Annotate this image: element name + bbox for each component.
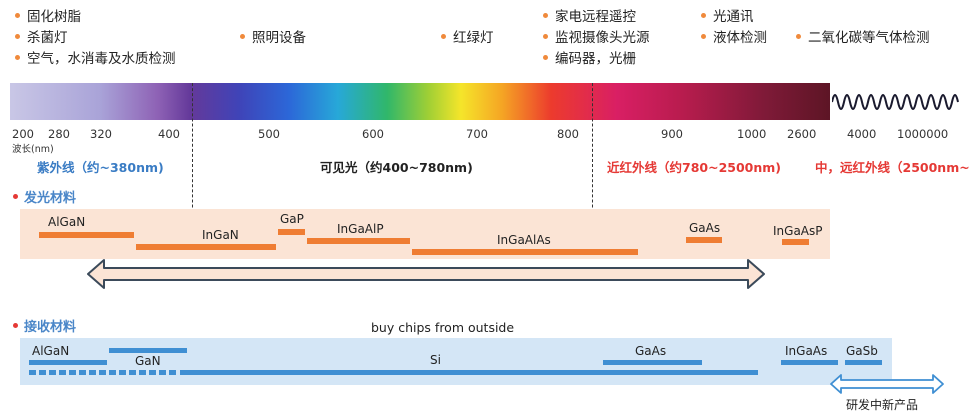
bullet-icon (796, 33, 801, 39)
material-bar-dashed (29, 370, 179, 375)
material-bar (307, 238, 410, 244)
bullet-icon (441, 33, 446, 39)
range-arrow-icon (87, 259, 765, 289)
visible-region-label: 可见光（约400~780nm) (320, 160, 473, 175)
material-bar (686, 237, 722, 243)
material-label: InGaAs (785, 344, 828, 358)
application-item: 液体检测 (701, 30, 767, 46)
spectrum-bar (10, 83, 830, 120)
material-bar (39, 232, 134, 238)
tick-label: 200 (12, 127, 34, 141)
application-item: 空气，水消毒及水质检测 (15, 51, 176, 67)
uv-visible-divider (192, 83, 193, 248)
new-product-arrow-icon (830, 374, 944, 394)
bullet-icon (13, 323, 18, 328)
material-bar (29, 360, 107, 365)
material-label: GaSb (846, 344, 878, 358)
material-label: InGaN (202, 228, 239, 242)
material-bar (412, 249, 638, 255)
material-bar (136, 244, 276, 250)
tick-label: 800 (557, 127, 579, 141)
material-label: GaN (135, 354, 161, 368)
application-item: 二氧化碳等气体检测 (796, 30, 930, 46)
tick-label: 1000 (737, 127, 767, 141)
material-label: GaAs (635, 344, 667, 358)
application-item: 照明设备 (240, 30, 306, 46)
tick-label: 1000000 (897, 127, 949, 141)
material-bar (180, 370, 758, 375)
material-label: InGaAlAs (497, 233, 551, 247)
material-label: GaAs (689, 221, 721, 235)
material-label: AlGaN (48, 215, 86, 229)
material-bar (781, 360, 838, 365)
material-label: InGaAlP (337, 222, 384, 236)
tick-label: 2600 (787, 127, 817, 141)
bullet-icon (15, 12, 20, 18)
tick-label: 400 (158, 127, 180, 141)
application-item: 光通讯 (701, 9, 754, 25)
application-item: 编码器，光栅 (543, 51, 636, 67)
receiving-section-title: 接收材料 (13, 316, 76, 335)
uv-region-label: 紫外线（约~380nm) (37, 160, 164, 175)
material-bar (782, 239, 809, 245)
application-item: 家电远程遥控 (543, 9, 636, 25)
tick-label: 600 (362, 127, 384, 141)
nir-region-label: 近红外线（约780~2500nm) (607, 160, 781, 175)
bullet-icon (701, 33, 706, 39)
bullet-icon (701, 12, 706, 18)
tick-label: 500 (258, 127, 280, 141)
bullet-icon (15, 33, 20, 39)
bullet-icon (543, 54, 548, 60)
tick-label: 280 (48, 127, 70, 141)
bullet-icon (15, 54, 20, 60)
receiving-panel (20, 338, 892, 385)
material-bar (109, 348, 187, 353)
application-item: 红绿灯 (441, 30, 494, 46)
material-label: GaP (280, 212, 304, 226)
tick-label: 900 (661, 127, 683, 141)
application-item: 监视摄像头光源 (543, 30, 650, 46)
material-label: AlGaN (32, 344, 70, 358)
bullet-icon (240, 33, 245, 39)
bullet-icon (543, 33, 548, 39)
visible-ir-divider (592, 83, 593, 248)
bullet-icon (543, 12, 548, 18)
application-item: 固化树脂 (15, 9, 81, 25)
material-bar (278, 229, 305, 235)
tick-label: 700 (466, 127, 488, 141)
wavelength-unit-label: 波长(nm) (12, 144, 54, 155)
application-item: 杀菌灯 (15, 30, 68, 46)
material-bar (603, 360, 702, 365)
tick-label: 320 (90, 127, 112, 141)
far-ir-region-label: 中，远红外线（2500nm~ (815, 160, 970, 175)
emitting-section-title: 发光材料 (13, 187, 76, 206)
bullet-icon (13, 194, 18, 199)
material-bar (845, 360, 882, 365)
tick-label: 4000 (847, 127, 877, 141)
material-label: InGaAsP (773, 224, 823, 238)
new-product-label: 研发中新产品 (846, 398, 919, 412)
material-label: Si (430, 353, 441, 367)
wave-icon (832, 94, 959, 110)
receiving-note: buy chips from outside (371, 320, 515, 335)
